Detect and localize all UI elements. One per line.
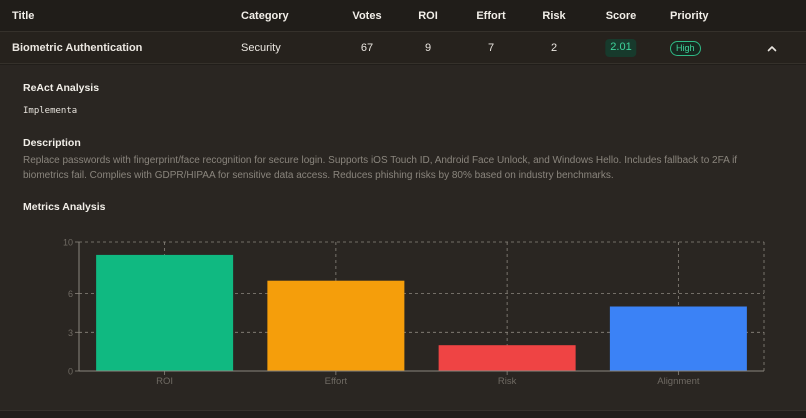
row-score-cell: 2.01 — [605, 32, 637, 64]
header-priority: Priority — [670, 10, 709, 22]
chart-xtick-label: Effort — [325, 376, 348, 387]
chart-ytick-label: 6 — [68, 289, 73, 299]
row-effort: 7 — [487, 42, 495, 54]
score-badge: 2.01 — [605, 39, 637, 58]
header-title: Title — [12, 10, 35, 22]
row-risk: 2 — [550, 42, 558, 54]
row-title: Biometric Authentication — [12, 42, 143, 54]
table-header-row: Title Category Votes ROI Effort Risk Sco… — [0, 0, 806, 32]
chart-bar-alignment — [609, 306, 747, 371]
react-analysis-text: Implementa — [23, 106, 78, 116]
header-roi: ROI — [418, 10, 438, 22]
chart-ytick-label: 0 — [68, 367, 73, 377]
header-risk: Risk — [542, 10, 566, 22]
chart-ytick-label: 10 — [63, 238, 73, 248]
row-category: Security — [241, 42, 281, 54]
chart-bar-risk — [438, 345, 576, 371]
table-row[interactable]: Biometric Authentication Security 67 9 7… — [0, 32, 806, 64]
chart-xtick-label: Risk — [498, 376, 517, 387]
chart-ytick-label: 3 — [68, 328, 73, 338]
chart-bar-roi — [96, 254, 234, 371]
react-analysis-title: ReAct Analysis — [23, 82, 100, 94]
header-category: Category — [241, 10, 289, 22]
header-votes: Votes — [352, 10, 382, 22]
metrics-bar-chart: 0 3 6 10 ROI Effort Risk Alignment — [63, 238, 765, 387]
description-title: Description — [23, 137, 81, 149]
description-text: Replace passwords with fingerprint/face … — [23, 155, 738, 181]
chevron-up-icon[interactable] — [766, 32, 778, 64]
header-score: Score — [605, 10, 637, 22]
chart-xtick-label: ROI — [156, 376, 173, 387]
row-detail-panel: ReAct Analysis Implementa Description Re… — [0, 65, 806, 411]
chart-bar-effort — [267, 280, 405, 371]
chevron-up-icon-svg — [767, 46, 777, 52]
row-priority-cell: High — [670, 32, 701, 64]
metrics-analysis-title: Metrics Analysis — [23, 201, 106, 213]
priority-badge: High — [670, 40, 701, 56]
chart-xtick-label: Alignment — [657, 376, 700, 387]
header-effort: Effort — [476, 10, 506, 22]
row-votes: 67 — [360, 42, 374, 54]
row-roi: 9 — [424, 42, 432, 54]
